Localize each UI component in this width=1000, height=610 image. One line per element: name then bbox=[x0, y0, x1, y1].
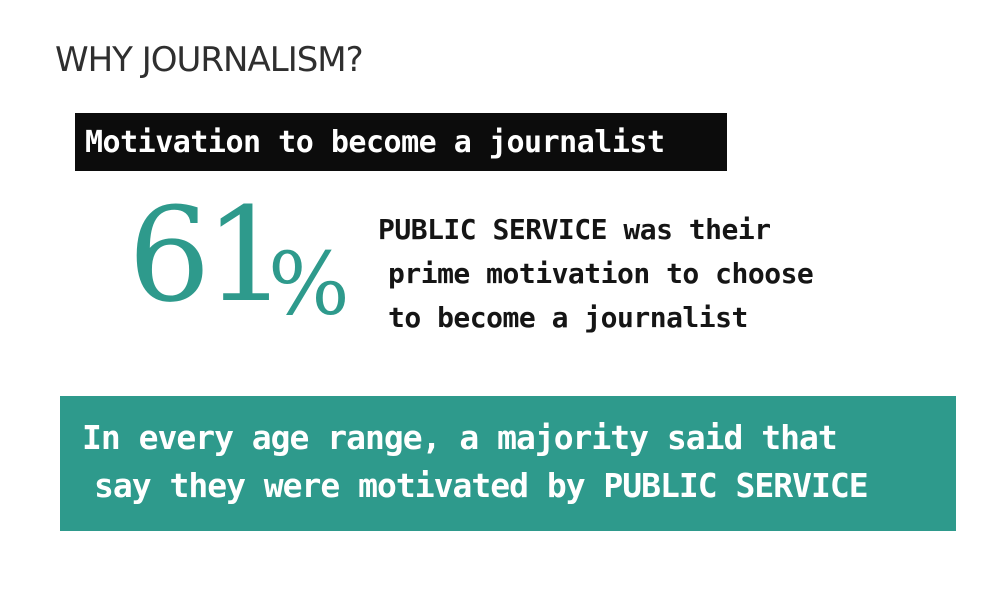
stat-description: PUBLIC SERVICE was their prime motivatio… bbox=[378, 208, 814, 340]
section-label: Motivation to become a journalist bbox=[85, 124, 665, 160]
stat-number: 61 bbox=[128, 179, 287, 331]
page-title: WHY JOURNALISM? bbox=[55, 40, 364, 80]
callout-line: In every age range, a majority said that bbox=[82, 418, 838, 457]
stat-percent-sign: % bbox=[268, 235, 350, 335]
stat-description-line: to become a journalist bbox=[388, 301, 748, 334]
stat-description-line: PUBLIC SERVICE was their bbox=[378, 213, 771, 246]
section-label-box: Motivation to become a journalist bbox=[75, 113, 727, 171]
callout-line: say they were motivated by PUBLIC SERVIC… bbox=[94, 466, 869, 505]
stat-description-line: prime motivation to choose bbox=[388, 257, 814, 290]
callout-box: In every age range, a majority said that… bbox=[60, 396, 956, 531]
callout-text: In every age range, a majority said that… bbox=[82, 414, 956, 510]
